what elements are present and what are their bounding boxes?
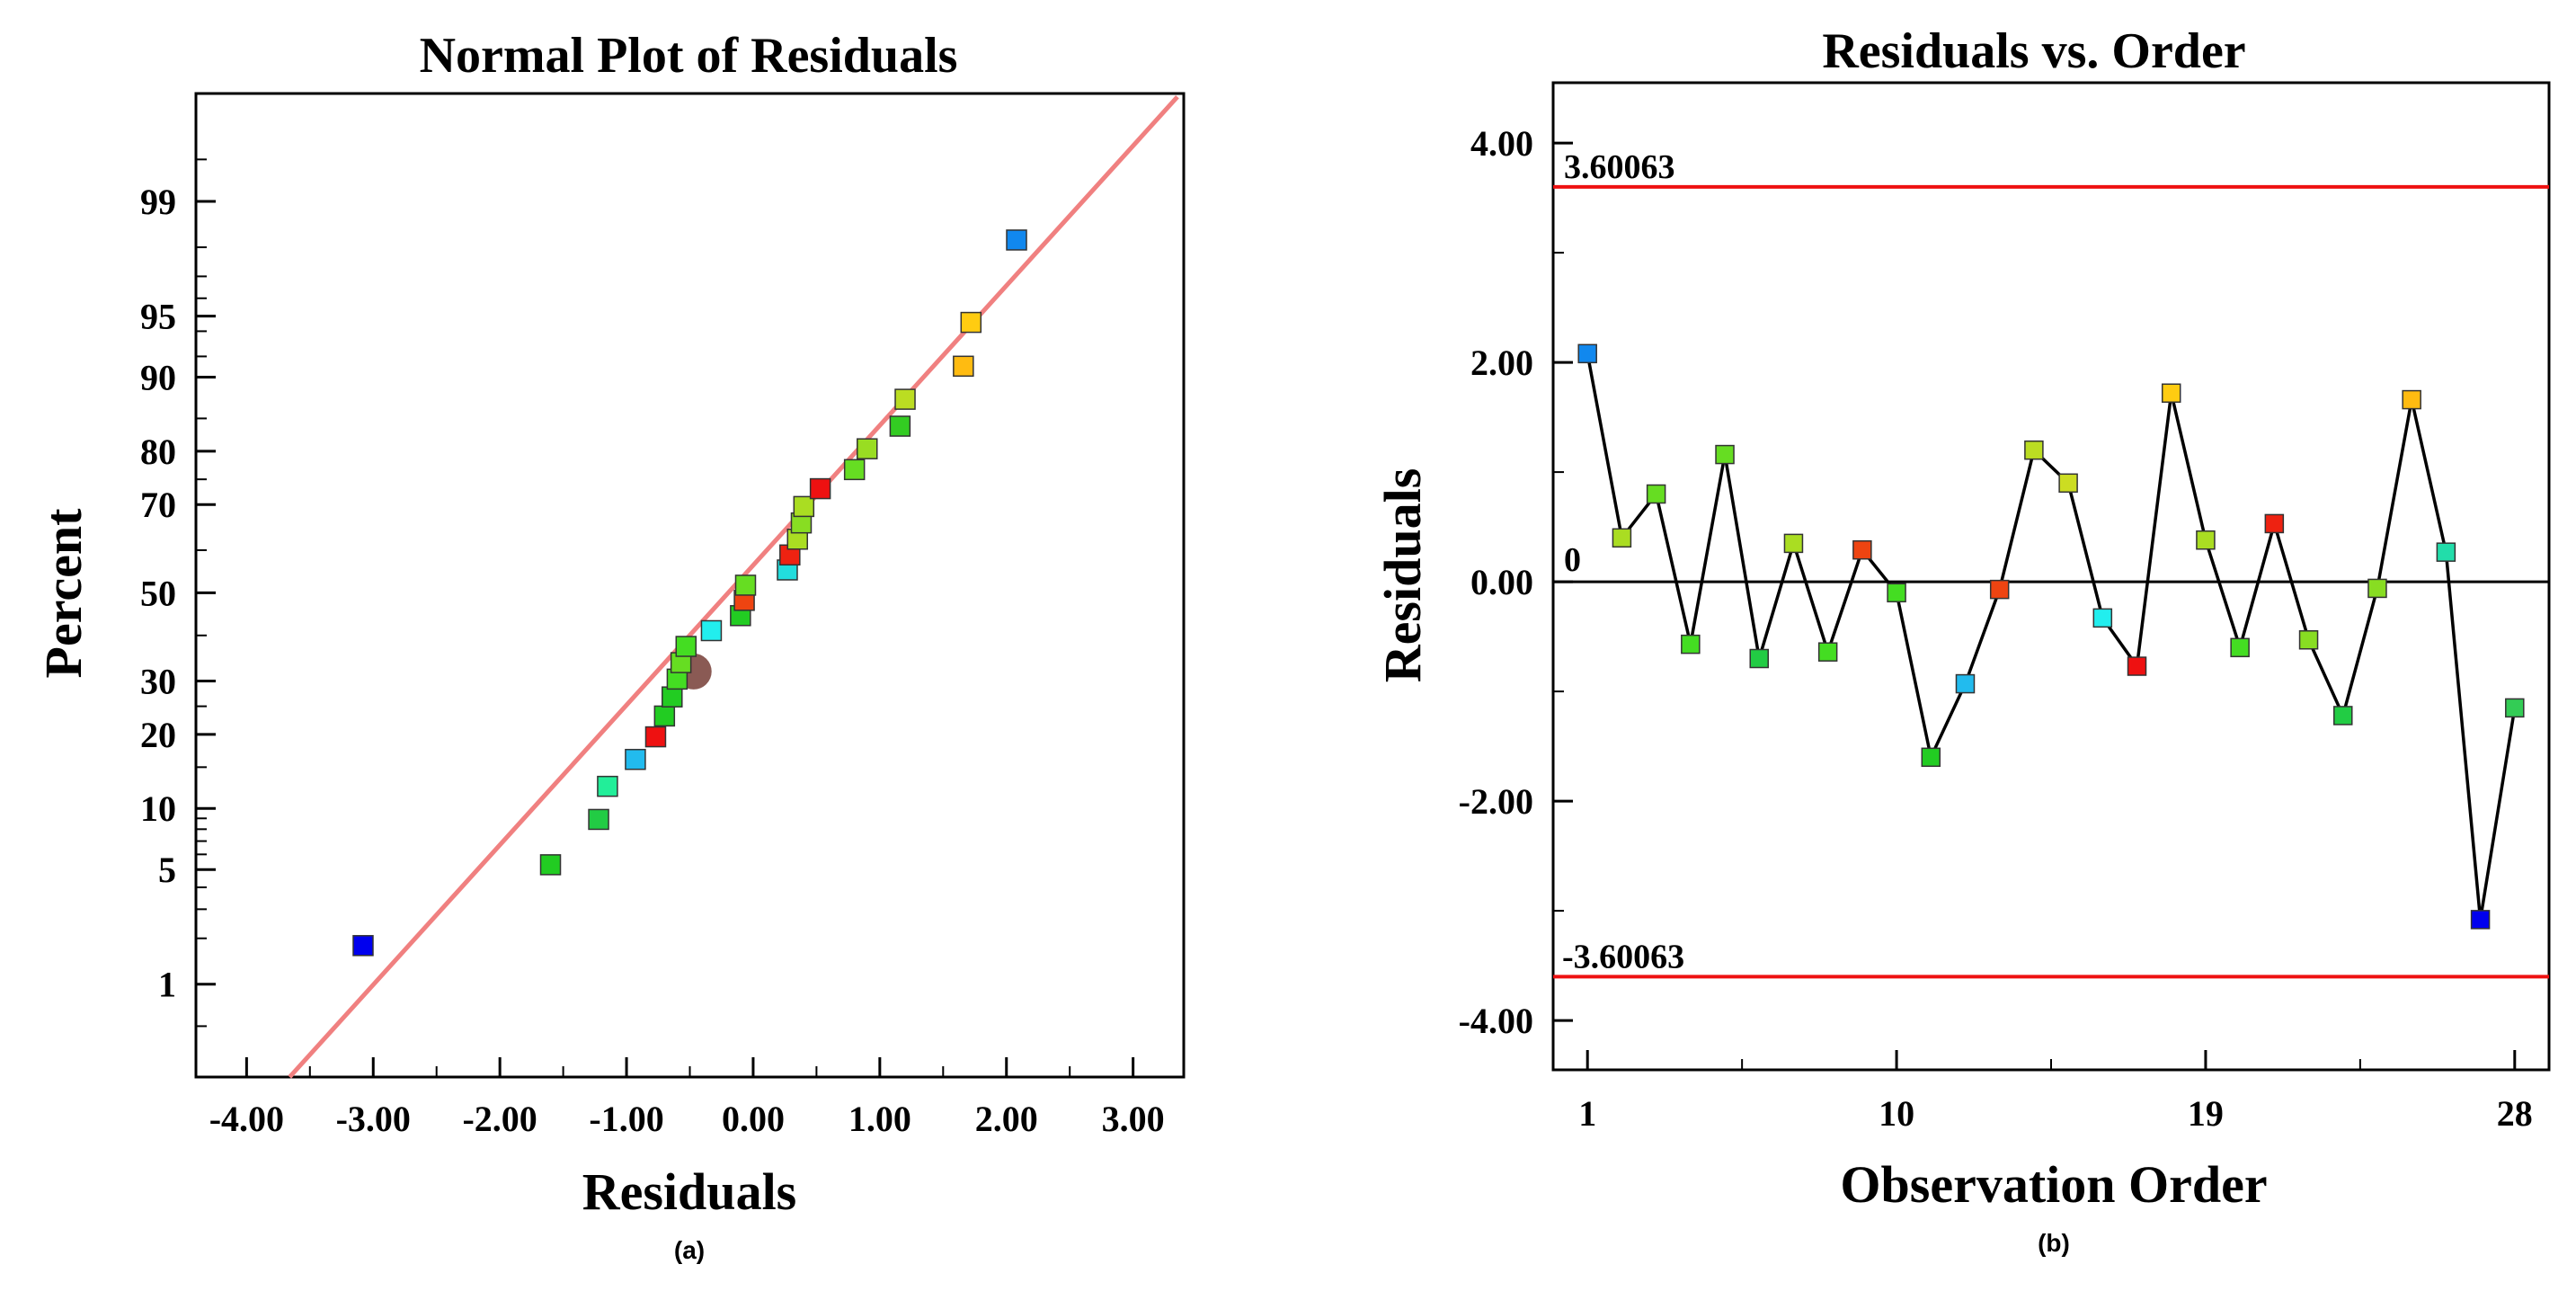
- normal-plot-point: [894, 388, 916, 410]
- residuals-order-point: [1783, 533, 1804, 554]
- normal-plot-y-tick-label: 95: [140, 297, 176, 337]
- normal-plot-fit-line: [288, 95, 1179, 1079]
- residuals-order-point: [1749, 648, 1769, 669]
- normal-plot-x-tick-label: -4.00: [209, 1099, 284, 1139]
- normal-plot-y-tick-label: 20: [140, 715, 176, 755]
- normal-plot-point: [889, 415, 911, 437]
- normal-plot-point: [700, 619, 723, 642]
- normal-plot-y-tick-label: 70: [140, 485, 176, 525]
- normal-plot-x-axis-label: Residuals: [582, 1162, 797, 1221]
- normal-plot-point: [793, 495, 815, 518]
- residuals-order-point: [1681, 634, 1701, 654]
- residuals-order-x-tick-label: 10: [1879, 1093, 1914, 1134]
- residuals-order-point: [2092, 608, 2113, 628]
- residuals-order-caption: (b): [2038, 1229, 2070, 1257]
- residuals-order-point: [2264, 513, 2285, 534]
- residuals-order-point: [2333, 706, 2353, 726]
- normal-plot-y-tick-label: 30: [140, 662, 176, 702]
- residuals-order-x-tick-label: 19: [2188, 1093, 2224, 1134]
- residuals-order-point: [2298, 630, 2319, 650]
- normal-plot-point: [597, 775, 618, 797]
- normal-plot-frame: [194, 92, 1186, 1079]
- normal-plot-point: [662, 686, 683, 708]
- normal-plot-point: [857, 438, 878, 459]
- normal-plot-x-tick-label: 2.00: [975, 1099, 1038, 1139]
- normal-plot-x-tick-label: 3.00: [1102, 1099, 1165, 1139]
- residuals-order-point: [2127, 656, 2147, 676]
- residuals-order-title: Residuals vs. Order: [1822, 23, 2245, 79]
- normal-plot-point: [843, 459, 866, 481]
- residuals-order-panel: Residuals vs. Order -4.00 -2.00 0.00 2.00 4.…: [1373, 23, 2551, 1257]
- normal-plot-x-tick-label: -1.00: [589, 1099, 663, 1139]
- zero-reference-label: 0: [1564, 541, 1581, 579]
- normal-plot-point: [588, 808, 609, 831]
- normal-plot-panel: Normal Plot of Residuals 1 5 10 20 30 50 70 80 9…: [34, 28, 1186, 1264]
- residuals-order-x-axis-label: Observation Order: [1840, 1155, 2267, 1214]
- normal-plot-point: [352, 935, 374, 957]
- normal-plot-point: [1006, 229, 1027, 251]
- residuals-order-point: [2505, 698, 2525, 718]
- residuals-order-point: [1577, 343, 1597, 364]
- normal-plot-y-tick-label: 99: [140, 182, 176, 222]
- residuals-order-point: [2196, 530, 2216, 550]
- residuals-order-y-axis-label: Residuals: [1373, 468, 1432, 683]
- residuals-order-y-tick-label: -2.00: [1459, 781, 1533, 822]
- normal-plot-point: [539, 854, 562, 876]
- residuals-order-point: [1955, 673, 1976, 694]
- normal-plot-point: [960, 311, 982, 334]
- residuals-order-point: [1646, 484, 1666, 504]
- residuals-order-y-tick-label: -4.00: [1459, 1001, 1533, 1041]
- normal-plot-y-tick-label: 80: [140, 432, 176, 472]
- residuals-order-point: [2230, 637, 2250, 658]
- residuals-order-point: [2058, 473, 2078, 494]
- normal-plot-point: [809, 477, 831, 500]
- normal-plot-point: [644, 726, 667, 748]
- residuals-order-point: [1921, 747, 1941, 768]
- normal-plot-y-tick-label: 5: [158, 850, 176, 890]
- normal-plot-point: [953, 355, 974, 378]
- normal-plot-point: [734, 574, 757, 596]
- normal-plot-caption: (a): [674, 1236, 705, 1264]
- normal-plot-x-tick-label: -2.00: [462, 1099, 537, 1139]
- residuals-order-point: [2024, 440, 2044, 460]
- normal-plot-y-tick-label: 10: [140, 788, 176, 829]
- normal-plot-y-tick-label: 90: [140, 358, 176, 398]
- residuals-order-y-tick-label: 2.00: [1470, 343, 1533, 383]
- residuals-order-y-tick-label: 4.00: [1470, 123, 1533, 164]
- upper-control-limit-label: 3.60063: [1564, 148, 1675, 186]
- residuals-order-point: [2470, 910, 2491, 930]
- residuals-order-y-tick-label: 0.00: [1470, 562, 1533, 602]
- residuals-order-point: [1817, 642, 1838, 662]
- normal-plot-y-axis-label: Percent: [34, 508, 93, 679]
- residuals-series-line: [1586, 353, 2517, 921]
- residuals-order-x-tick-label: 1: [1578, 1093, 1596, 1134]
- normal-plot-x-tick-label: 0.00: [722, 1099, 785, 1139]
- residuals-order-point: [2402, 389, 2421, 410]
- residuals-order-point: [2436, 542, 2456, 562]
- residuals-order-x-tick-label: 28: [2497, 1093, 2533, 1134]
- normal-plot-x-tick-label: 1.00: [848, 1099, 911, 1139]
- residuals-order-point: [2161, 383, 2181, 404]
- residuals-order-point: [1612, 528, 1632, 548]
- residuals-order-point: [1852, 539, 1872, 560]
- residuals-order-point: [2367, 578, 2387, 599]
- residuals-order-point: [1715, 444, 1735, 465]
- residuals-order-point: [1989, 579, 2010, 600]
- normal-plot-point: [625, 748, 646, 770]
- normal-plot-point: [675, 636, 697, 657]
- lower-control-limit-label: -3.60063: [1562, 938, 1684, 975]
- normal-plot-point: [653, 705, 676, 727]
- normal-plot-x-tick-label: -3.00: [336, 1099, 411, 1139]
- normal-plot-title: Normal Plot of Residuals: [420, 28, 958, 84]
- normal-plot-y-tick-label: 50: [140, 573, 176, 613]
- normal-plot-y-tick-label: 1: [158, 965, 176, 1005]
- residuals-order-point: [1887, 583, 1906, 603]
